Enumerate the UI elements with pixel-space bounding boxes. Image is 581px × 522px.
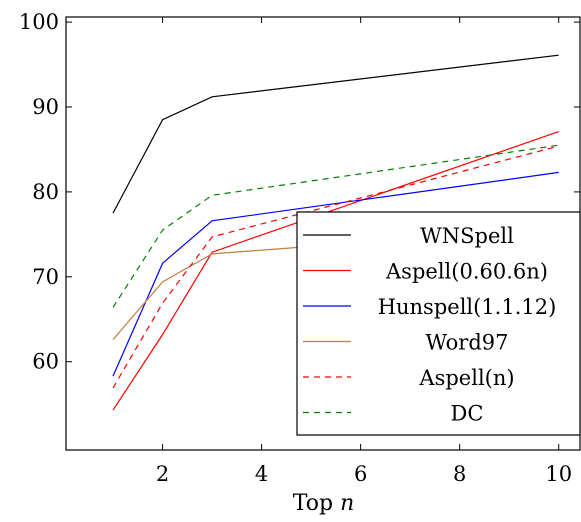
x-tick-label: 4 xyxy=(255,462,268,486)
x-tick-label: 2 xyxy=(156,462,169,486)
axis-ticks: 2 4 6 8 10 60 70 80 90 100 xyxy=(19,10,580,486)
legend-label: Aspell(0.60.6n) xyxy=(385,260,548,284)
legend-label: Aspell(n) xyxy=(418,366,514,390)
x-axis-label: Top n xyxy=(293,491,354,516)
legend: WNSpell Aspell(0.60.6n) Hunspell(1.1.12) Wo… xyxy=(296,211,581,436)
legend-label: Word97 xyxy=(425,331,508,355)
series-line-dc xyxy=(112,144,559,308)
x-tick-label: 10 xyxy=(545,462,572,486)
series-line-aspell-0-60-6n xyxy=(112,131,559,411)
x-tick-label: 8 xyxy=(453,462,466,486)
x-axis-label-prefix: Top xyxy=(293,491,340,516)
series-line-aspell-n xyxy=(112,145,559,389)
series-line-wnspell xyxy=(112,54,559,214)
legend-label: DC xyxy=(451,402,484,426)
legend-box xyxy=(296,211,581,436)
series-line-hunspell-1-1-12 xyxy=(112,171,559,377)
y-tick-label: 90 xyxy=(32,95,59,119)
legend-label: Hunspell(1.1.12) xyxy=(378,295,557,319)
y-tick-label: 100 xyxy=(19,10,59,34)
x-tick-label: 6 xyxy=(354,462,367,486)
y-tick-label: 60 xyxy=(32,350,59,374)
y-tick-label: 80 xyxy=(32,180,59,204)
legend-label: WNSpell xyxy=(420,224,514,248)
y-tick-label: 70 xyxy=(32,265,59,289)
x-axis-label-variable: n xyxy=(340,491,354,516)
